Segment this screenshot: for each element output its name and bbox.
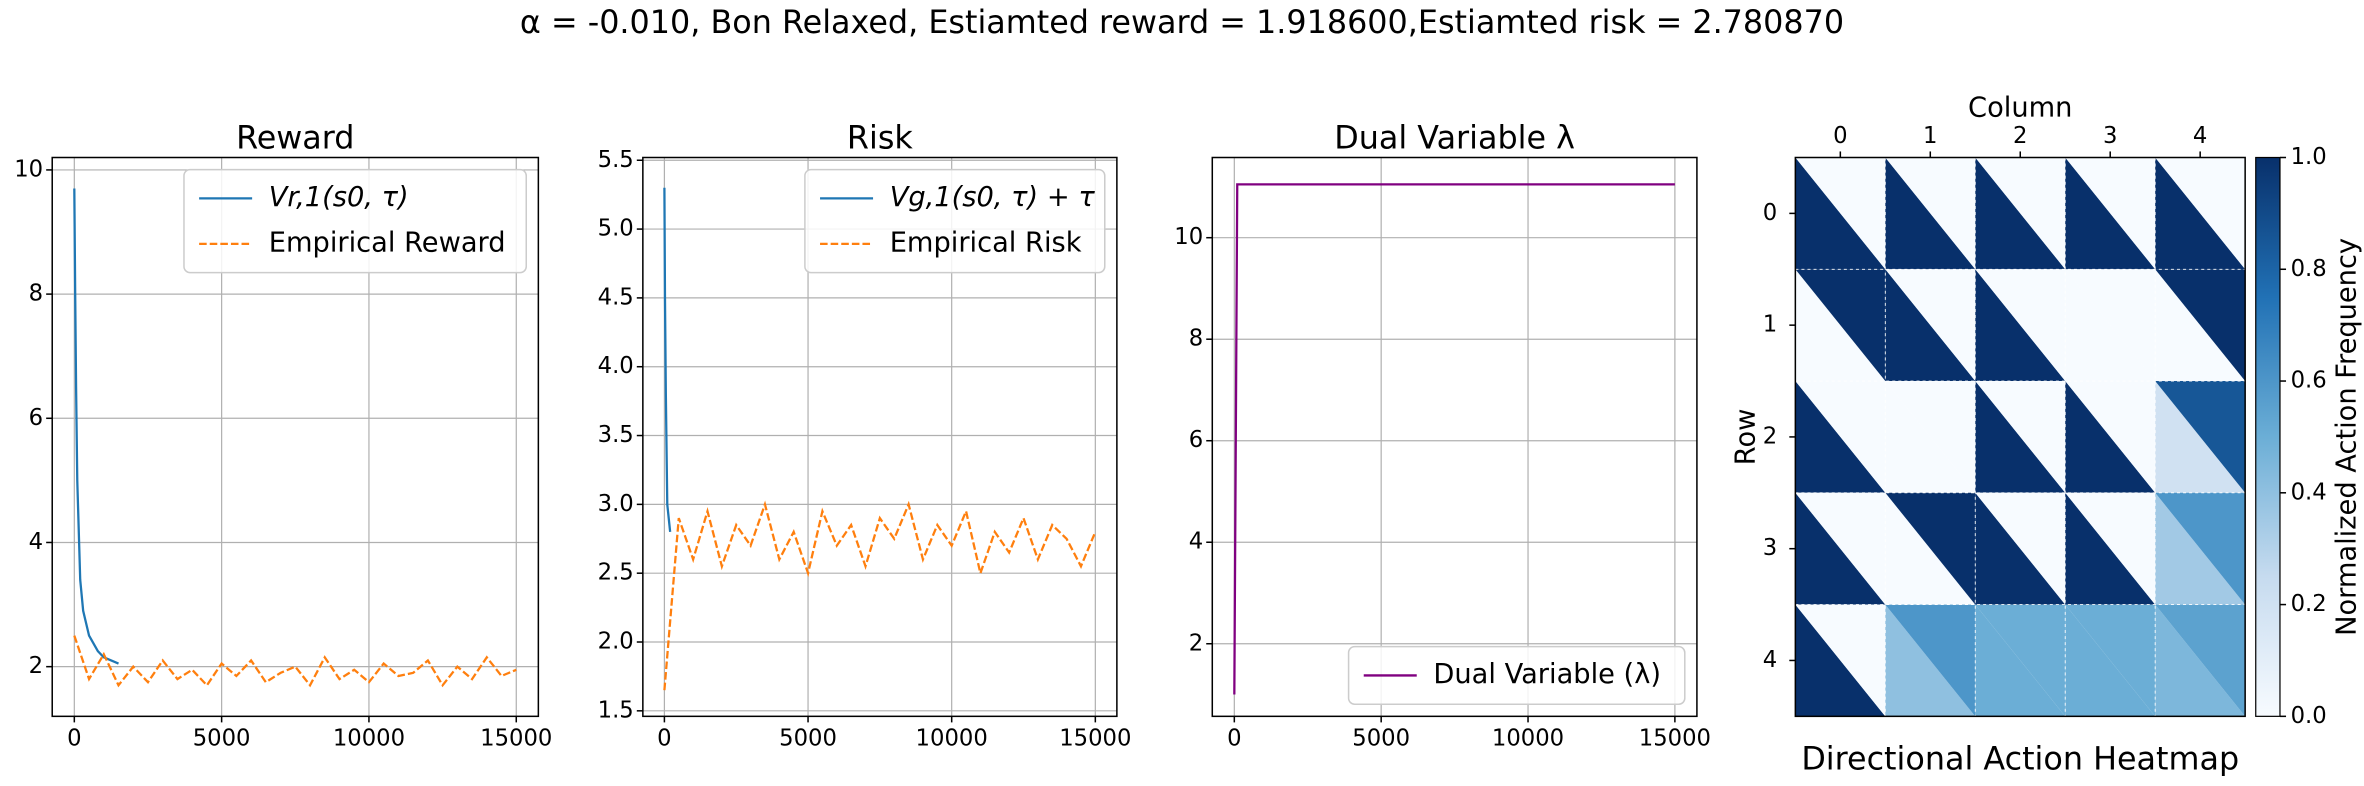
figure-title: α = -0.010, Bon Relaxed, Estiamted rewar… [520, 4, 1844, 41]
y-tick-label: 6 [1189, 427, 1203, 453]
y-tick-label: 4 [29, 529, 43, 555]
y-tick-label: 3.5 [598, 422, 634, 448]
x-tick-label: 0 [1227, 726, 1241, 752]
x-tick-label: 15000 [1639, 726, 1711, 752]
cell-upper [1975, 604, 2066, 717]
y-axis-label: Row [1730, 409, 1761, 466]
x-tick-label: 0 [67, 726, 81, 752]
cell-lower [2065, 381, 2156, 493]
y-tick-label: 4 [1189, 529, 1203, 555]
x-tick-label: 5000 [1352, 726, 1410, 752]
x-tick-label: 10000 [916, 726, 988, 752]
y-tick-label: 4 [1763, 647, 1777, 673]
chart-title: Reward [236, 119, 354, 156]
x-tick-label: 0 [1833, 123, 1847, 149]
x-tick-label: 1 [1923, 123, 1937, 149]
x-tick-label: 3 [2103, 123, 2117, 149]
chart-title: Directional Action Heatmap [1801, 740, 2239, 777]
x-tick-label: 15000 [480, 726, 552, 752]
plot-frame [642, 156, 1118, 718]
cell-lower [2065, 492, 2156, 605]
y-tick-label: 3.0 [598, 491, 634, 517]
series-line [1233, 183, 1675, 695]
legend-label: Empirical Risk [890, 227, 1082, 258]
cell-lower [1795, 381, 1886, 493]
legend-label: Vg,1(s0, τ) + τ [890, 182, 1096, 213]
y-tick-label: 8 [1189, 326, 1203, 352]
plot-frame [1211, 156, 1698, 718]
cell-upper [1975, 157, 2066, 270]
cell-upper [1975, 381, 2066, 493]
series-line [663, 500, 1097, 691]
x-tick-label: 2 [2013, 123, 2027, 149]
legend-label: Dual Variable (λ) [1433, 659, 1661, 690]
series-line [73, 635, 517, 688]
x-tick-label: 4 [2193, 123, 2207, 149]
y-tick-label: 5.0 [598, 216, 634, 242]
cell-lower [1795, 157, 1886, 270]
y-tick-label: 6 [29, 405, 43, 431]
cell-lower [1975, 269, 2066, 382]
y-tick-label: 2.0 [598, 629, 634, 655]
x-axis-label: Column [1968, 93, 2072, 124]
y-tick-label: 10 [14, 156, 43, 182]
colorbar-tick-label: 0.4 [2291, 479, 2327, 505]
colorbar-label: Normalized Action Frequency [2332, 238, 2363, 636]
y-tick-label: 3 [1763, 535, 1777, 561]
cell-lower [1795, 604, 1886, 717]
colorbar-tick-label: 0.0 [2291, 703, 2327, 729]
y-tick-label: 4.5 [598, 284, 634, 310]
x-tick-label: 5000 [193, 726, 251, 752]
chart-title: Dual Variable λ [1334, 119, 1575, 156]
cell-lower [2065, 269, 2156, 382]
colorbar-tick-label: 0.8 [2291, 256, 2327, 282]
cell-lower [1795, 492, 1886, 605]
plot-frame [51, 156, 540, 718]
y-tick-label: 4.0 [598, 353, 634, 379]
y-tick-label: 5.5 [598, 147, 634, 173]
y-tick-label: 2.5 [598, 560, 634, 586]
colorbar-tick-label: 1.0 [2291, 144, 2327, 170]
series-line [73, 188, 119, 665]
y-tick-label: 2 [1189, 630, 1203, 656]
legend-box [183, 168, 527, 274]
cell-upper [1975, 269, 2066, 382]
legend-box [1347, 645, 1686, 705]
cell-lower [2065, 157, 2156, 270]
legend-box [804, 168, 1106, 274]
x-tick-label: 15000 [1059, 726, 1131, 752]
x-tick-label: 0 [657, 726, 671, 752]
cell-lower [1795, 269, 1886, 382]
colorbar-tick-label: 0.2 [2291, 591, 2327, 617]
series-line [663, 187, 672, 533]
colorbar [2255, 156, 2281, 717]
y-tick-label: 10 [1174, 224, 1203, 250]
y-tick-label: 8 [29, 281, 43, 307]
cell-lower [2065, 604, 2156, 717]
legend-label: Vr,1(s0, τ) [269, 182, 409, 213]
x-tick-label: 5000 [779, 726, 837, 752]
x-tick-label: 10000 [1492, 726, 1564, 752]
y-tick-label: 2 [29, 653, 43, 679]
colorbar-tick-label: 0.6 [2291, 368, 2327, 394]
x-tick-label: 10000 [333, 726, 405, 752]
chart-title: Risk [847, 119, 913, 156]
y-tick-label: 1.5 [598, 697, 634, 723]
legend-label: Empirical Reward [269, 227, 506, 258]
y-tick-label: 1 [1763, 312, 1777, 338]
y-tick-label: 2 [1763, 423, 1777, 449]
y-tick-label: 0 [1763, 200, 1777, 226]
cell-lower [1975, 157, 2066, 270]
